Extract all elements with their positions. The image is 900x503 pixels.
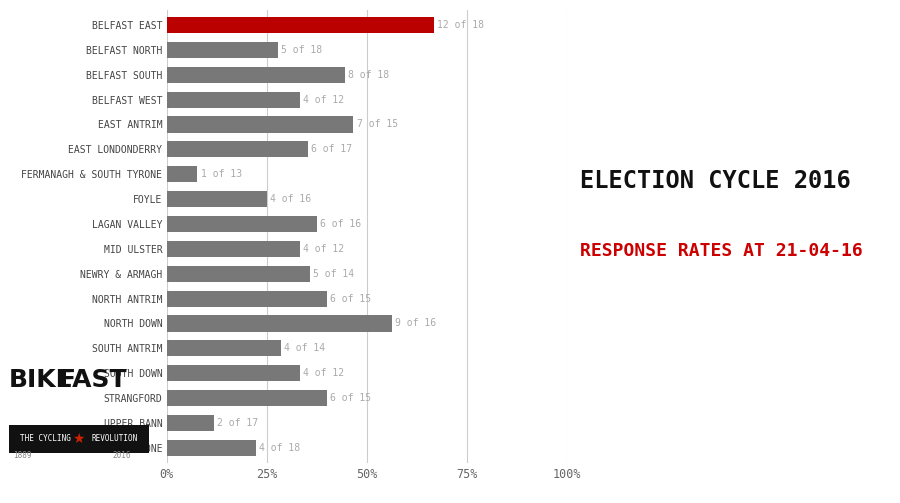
Text: 12 of 18: 12 of 18 (436, 20, 483, 30)
Text: 2 of 17: 2 of 17 (217, 418, 258, 428)
Text: 1889: 1889 (14, 451, 32, 460)
Bar (166, 42, 278, 58)
Bar (166, 92, 300, 108)
Text: 9 of 16: 9 of 16 (395, 318, 436, 328)
Bar (166, 241, 300, 257)
Text: ★: ★ (73, 432, 85, 446)
Text: 4 of 12: 4 of 12 (303, 95, 345, 105)
Bar (166, 415, 213, 431)
Bar (166, 390, 327, 406)
Text: 2016: 2016 (112, 451, 131, 460)
Text: 4 of 16: 4 of 16 (270, 194, 311, 204)
Bar (166, 315, 392, 331)
Text: 4 of 12: 4 of 12 (303, 368, 345, 378)
Bar (166, 340, 281, 357)
Text: 7 of 15: 7 of 15 (356, 120, 398, 129)
Bar (166, 166, 197, 182)
Bar (166, 365, 300, 381)
Text: 4 of 18: 4 of 18 (258, 443, 300, 453)
Text: 6 of 15: 6 of 15 (330, 393, 371, 403)
Bar (166, 116, 354, 133)
Text: 4 of 12: 4 of 12 (303, 244, 345, 254)
Bar (166, 266, 310, 282)
Text: RESPONSE RATES AT 21-04-16: RESPONSE RATES AT 21-04-16 (580, 242, 863, 261)
Bar (166, 141, 308, 157)
Text: 5 of 18: 5 of 18 (281, 45, 322, 55)
Text: 6 of 16: 6 of 16 (320, 219, 361, 229)
Text: FAST: FAST (58, 368, 127, 392)
Bar (166, 291, 327, 307)
Bar (166, 191, 266, 207)
Bar (166, 216, 317, 232)
Bar (166, 17, 434, 33)
Text: ELECTION CYCLE 2016: ELECTION CYCLE 2016 (580, 169, 851, 193)
Text: 4 of 14: 4 of 14 (284, 344, 325, 353)
Text: 8 of 18: 8 of 18 (347, 70, 389, 80)
Text: THE CYCLING: THE CYCLING (20, 435, 71, 443)
Text: 6 of 17: 6 of 17 (311, 144, 352, 154)
Bar (166, 440, 256, 456)
Text: 6 of 15: 6 of 15 (330, 294, 371, 304)
Text: 5 of 14: 5 of 14 (312, 269, 354, 279)
Text: REVOLUTION: REVOLUTION (91, 435, 138, 443)
Text: BIKE: BIKE (9, 368, 74, 392)
Bar (166, 67, 345, 83)
Text: 1 of 13: 1 of 13 (201, 169, 241, 179)
